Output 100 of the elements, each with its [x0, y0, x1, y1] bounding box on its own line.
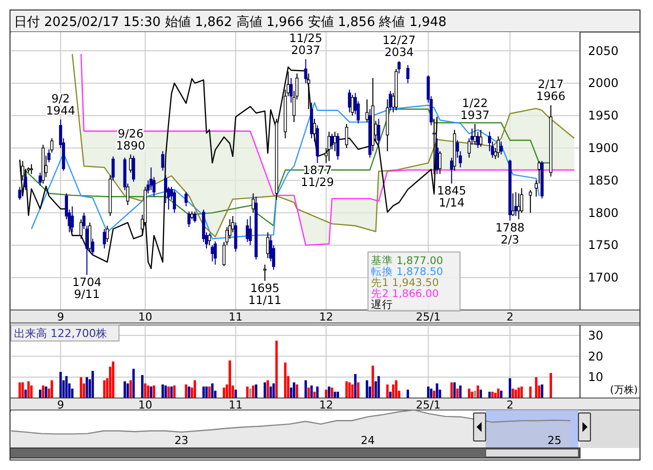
x-tick-label: 11	[228, 398, 243, 412]
bar	[468, 388, 470, 398]
bar	[38, 390, 42, 398]
candlestick	[172, 190, 176, 214]
bar	[357, 382, 360, 398]
x-tick-label: 10	[138, 310, 152, 324]
bar	[18, 382, 21, 398]
bar	[249, 388, 252, 398]
candlestick	[450, 157, 454, 184]
candlestick	[187, 211, 191, 228]
annotation: 12/27 2034	[382, 33, 416, 60]
x-tick-label: 25	[547, 434, 562, 447]
candlestick	[333, 131, 336, 152]
bar	[24, 390, 27, 398]
candlestick	[350, 94, 354, 116]
candlestick	[538, 160, 541, 184]
candlestick	[496, 136, 500, 158]
bar	[430, 388, 432, 398]
x-tick-label: 25/1	[416, 398, 441, 412]
candlestick	[18, 186, 22, 200]
bar	[184, 384, 188, 398]
bar	[351, 384, 354, 398]
bar	[450, 382, 453, 398]
candlestick	[312, 118, 316, 142]
candlestick	[234, 222, 238, 252]
bar	[266, 380, 269, 398]
bar	[228, 360, 232, 398]
x-tick-label: 12	[319, 310, 334, 324]
bar	[234, 390, 237, 398]
candlestick	[365, 98, 369, 123]
x-tick-label: 25/1	[416, 310, 441, 324]
bar	[92, 370, 94, 398]
x-tick-label: 11	[228, 310, 243, 324]
bar	[50, 380, 54, 398]
bar	[146, 385, 150, 398]
candlestick	[307, 72, 310, 110]
candlestick	[406, 64, 410, 84]
bar	[512, 388, 514, 398]
y-tick-label: 1950	[588, 108, 619, 123]
candlestick	[30, 164, 33, 174]
candlestick	[479, 129, 482, 148]
candlestick	[208, 233, 211, 246]
bar	[389, 392, 392, 398]
candlestick	[70, 206, 74, 233]
annotation: 1788 2/3	[495, 220, 525, 247]
candlestick	[132, 155, 136, 182]
bar	[529, 386, 532, 398]
candlestick	[184, 192, 188, 207]
y-tick-label: 1700	[588, 270, 619, 285]
bar	[345, 381, 348, 398]
candlestick	[345, 124, 348, 148]
candlestick	[473, 124, 477, 146]
bar	[316, 386, 319, 398]
bar	[354, 374, 357, 398]
bar	[476, 385, 480, 398]
candlestick	[304, 58, 308, 84]
y-tick-label: 30	[588, 328, 604, 342]
candlestick	[328, 131, 331, 162]
candlestick	[193, 211, 196, 224]
bar	[173, 385, 176, 398]
candlestick	[129, 154, 132, 174]
bar	[42, 385, 44, 398]
bar	[132, 368, 135, 398]
y-tick-label: 20	[588, 349, 604, 364]
bar	[307, 388, 310, 398]
bar	[86, 377, 88, 398]
bar	[394, 380, 398, 398]
annotation: 1695 11/11	[248, 280, 282, 307]
bar	[304, 380, 307, 398]
candlestick	[112, 156, 115, 181]
x-tick-label: 24	[360, 434, 375, 447]
bar	[269, 386, 272, 398]
bar	[324, 390, 328, 398]
candlestick	[161, 150, 164, 172]
bar	[328, 386, 330, 398]
bar	[129, 380, 132, 398]
candlestick	[50, 138, 54, 154]
text: 基準 1,877.00	[371, 254, 444, 267]
bar	[211, 383, 214, 398]
annotation: 1704 9/11	[72, 275, 102, 302]
bar	[162, 384, 164, 398]
y-tick-label: 1850	[588, 173, 619, 188]
candlestick	[24, 173, 28, 191]
bar	[252, 385, 254, 398]
bar	[208, 386, 211, 398]
candlestick	[126, 183, 130, 206]
bar	[194, 380, 196, 398]
text: 先2 1,866.00	[371, 287, 439, 300]
candlestick	[470, 128, 474, 146]
bar	[386, 384, 389, 398]
candlestick	[88, 222, 92, 252]
candlestick	[106, 225, 109, 242]
bar	[535, 377, 538, 398]
x-tick-label: 9	[57, 398, 64, 412]
bar	[459, 385, 462, 398]
bar	[432, 390, 436, 398]
candlestick	[336, 132, 340, 160]
y-tick-label: 10	[588, 370, 604, 384]
y-tick-label: 1800	[588, 206, 619, 220]
bar	[272, 383, 275, 398]
